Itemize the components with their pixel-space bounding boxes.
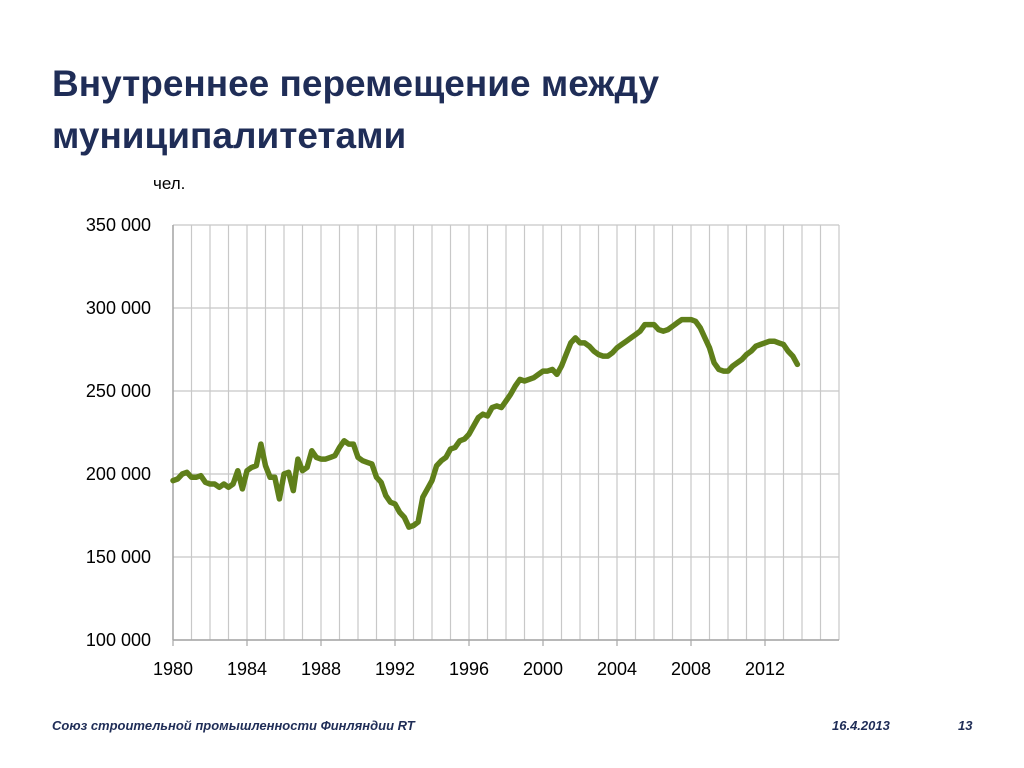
y-tick-label: 150 000 — [86, 547, 151, 567]
x-tick-label: 1984 — [227, 659, 267, 679]
footer-organization: Союз строительной промышленности Финлянд… — [52, 718, 415, 733]
x-tick-label: 2004 — [597, 659, 637, 679]
y-axis-unit-label: чел. — [153, 174, 186, 193]
chart-axes — [172, 225, 839, 646]
x-tick-label: 1992 — [375, 659, 415, 679]
series-layer — [170, 316, 801, 530]
x-tick-label: 1980 — [153, 659, 193, 679]
footer-date: 16.4.2013 — [832, 718, 890, 733]
y-tick-label: 100 000 — [86, 630, 151, 650]
tick-labels: 100 000 150 000 200 000 250 000 300 000 350 0… — [86, 215, 785, 679]
y-tick-label: 250 000 — [86, 381, 151, 401]
page-number: 13 — [958, 718, 973, 733]
chart-grid — [172, 224, 840, 641]
x-tick-label: 2008 — [671, 659, 711, 679]
y-tick-label: 200 000 — [86, 464, 151, 484]
x-tick-label: 1988 — [301, 659, 341, 679]
title-line-1: Внутреннее перемещение между — [52, 63, 660, 104]
slide-title: Внутреннее перемещение между муниципалит… — [52, 58, 952, 162]
x-tick-label: 2012 — [745, 659, 785, 679]
x-tick-label: 1996 — [449, 659, 489, 679]
x-tick-label: 2000 — [523, 659, 563, 679]
y-tick-label: 350 000 — [86, 215, 151, 235]
title-line-2: муниципалитетами — [52, 115, 407, 156]
y-tick-label: 300 000 — [86, 298, 151, 318]
series-line — [170, 316, 801, 530]
